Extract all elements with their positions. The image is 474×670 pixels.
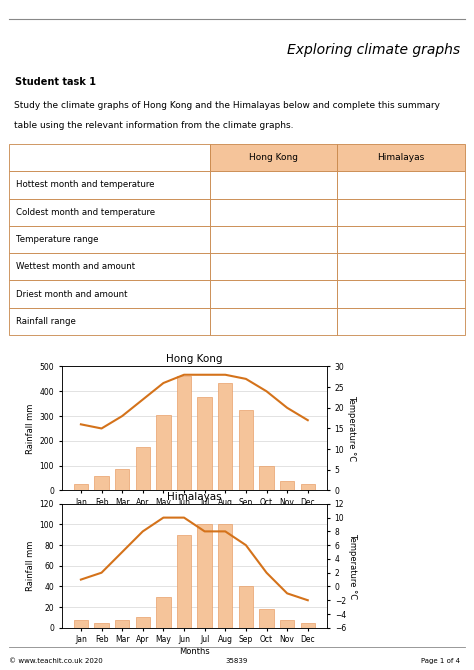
Bar [9,253,210,281]
Text: Study the climate graphs of Hong Kong and the Himalayas below and complete this : Study the climate graphs of Hong Kong an… [14,101,440,110]
Bar [210,226,337,253]
Bar [239,586,253,628]
Text: Himalayas: Himalayas [377,153,424,162]
Bar [218,383,232,490]
Bar [210,308,337,335]
Bar [9,281,210,308]
Bar [218,525,232,628]
Bar [177,535,191,628]
Title: Himalayas: Himalayas [167,492,222,502]
Bar [9,172,210,198]
Bar [337,253,465,281]
Bar [280,620,294,628]
Bar [115,620,129,628]
X-axis label: Months: Months [179,647,210,656]
Text: Temperature range: Temperature range [16,235,99,244]
Bar [9,144,210,172]
Bar [210,172,337,198]
Text: Rainfall range: Rainfall range [16,317,76,326]
Bar [136,447,150,490]
X-axis label: Months: Months [179,510,210,519]
Bar [337,144,465,172]
Text: Hottest month and temperature: Hottest month and temperature [16,180,155,190]
Bar [259,609,274,628]
Bar [259,466,274,490]
Bar [9,308,210,335]
Text: Hong Kong: Hong Kong [249,153,298,162]
Bar [177,377,191,490]
Text: Exploring climate graphs: Exploring climate graphs [287,44,460,57]
Bar [94,622,109,628]
Bar [210,144,337,172]
Bar [210,198,337,226]
Text: Coldest month and temperature: Coldest month and temperature [16,208,155,217]
Text: Student task 1: Student task 1 [15,77,96,86]
Bar [337,172,465,198]
Bar [156,597,171,628]
Bar [9,226,210,253]
Bar [210,281,337,308]
Bar [9,198,210,226]
Y-axis label: Temperature °C: Temperature °C [346,395,356,462]
Title: Hong Kong: Hong Kong [166,354,223,364]
Bar [337,308,465,335]
Bar [210,253,337,281]
Text: table using the relevant information from the climate graphs.: table using the relevant information fro… [14,121,293,130]
Bar [198,525,212,628]
Bar [115,470,129,490]
Bar [156,415,171,490]
Bar [94,476,109,490]
Bar [136,618,150,628]
Text: © www.teachit.co.uk 2020: © www.teachit.co.uk 2020 [9,658,103,664]
Bar [280,480,294,490]
Y-axis label: Temperature °C: Temperature °C [348,533,357,599]
Text: 35839: 35839 [226,658,248,664]
Text: Driest month and amount: Driest month and amount [16,289,128,299]
Bar [337,226,465,253]
Bar [301,622,315,628]
Bar [337,281,465,308]
Bar [337,198,465,226]
Y-axis label: Rainfall mm: Rainfall mm [26,403,35,454]
Bar [301,484,315,490]
Text: Wettest month and amount: Wettest month and amount [16,262,136,271]
Bar [198,397,212,490]
Y-axis label: Rainfall mm: Rainfall mm [27,541,36,591]
Bar [73,484,88,490]
Bar [73,620,88,628]
Bar [239,410,253,490]
Text: Page 1 of 4: Page 1 of 4 [421,658,460,664]
